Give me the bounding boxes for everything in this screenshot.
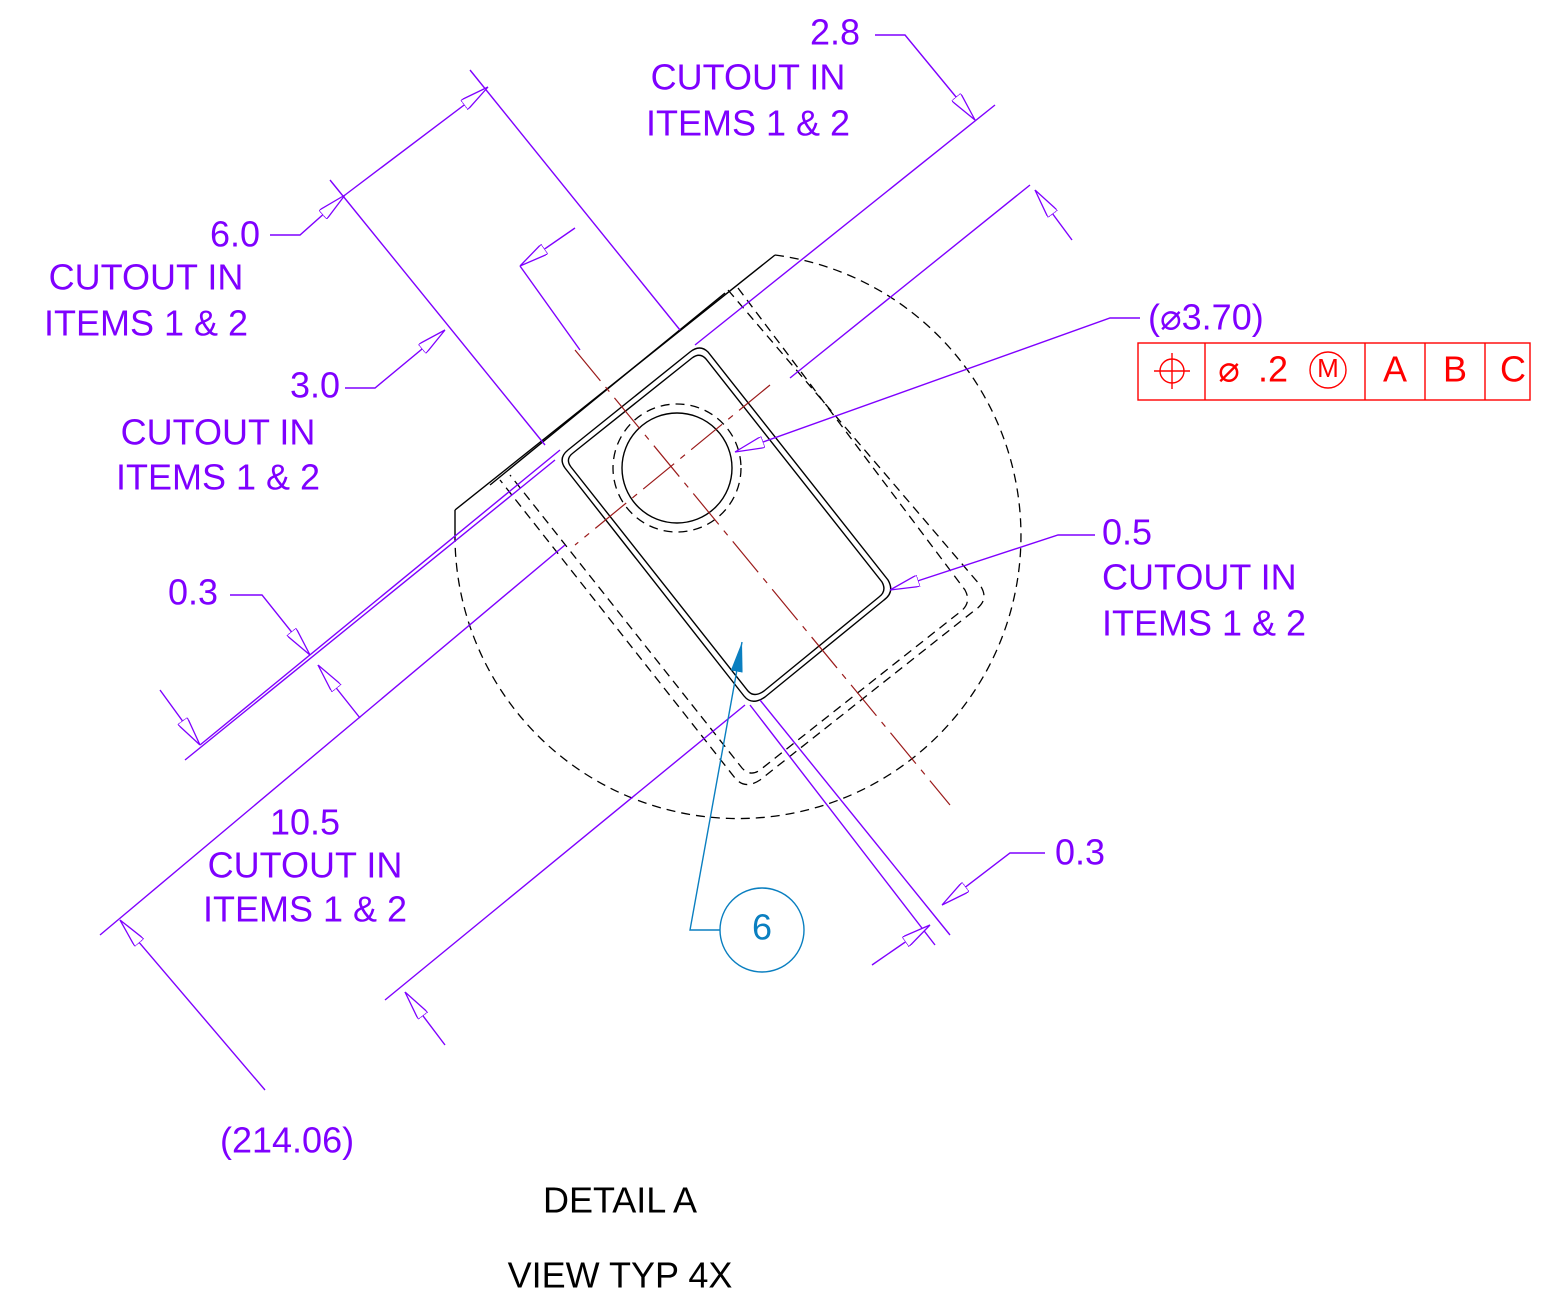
- dimension-text: ITEMS 1 & 2: [646, 103, 850, 144]
- dimension-text: 10.5: [270, 802, 340, 843]
- line: [942, 853, 1045, 905]
- page: {"dimensions": [ {"value": "2.8", "note"…: [0, 0, 1547, 1308]
- caption: DETAIL A VIEW TYP 4X: [508, 1180, 733, 1296]
- dimension-text: ITEMS 1 & 2: [203, 889, 407, 930]
- line: [510, 288, 968, 773]
- line: [735, 318, 1140, 452]
- caption-title: DETAIL A: [543, 1180, 697, 1221]
- line: [575, 350, 950, 805]
- line: [385, 705, 745, 1000]
- line: [318, 665, 360, 718]
- dimension-text: (214.06): [220, 1120, 354, 1161]
- dimension-text: 2.8: [810, 12, 860, 53]
- dimension-text: CUTOUT IN: [1102, 557, 1297, 598]
- dimension-text: CUTOUT IN: [49, 257, 244, 298]
- line: [160, 690, 200, 745]
- line: [520, 228, 575, 266]
- drawing: 6 ⌀ .2 M A B C 2.8 CUTOUT IN ITEMS 1 & 2…: [0, 0, 1547, 1308]
- line: [1035, 190, 1072, 240]
- line: [690, 642, 742, 930]
- dimension-text: 0.3: [168, 572, 218, 613]
- modifier: M: [1317, 353, 1339, 383]
- line: [872, 925, 930, 965]
- line: [185, 460, 555, 760]
- line: [790, 185, 1030, 378]
- line: [750, 705, 935, 945]
- line: [345, 87, 488, 195]
- datum: B: [1443, 349, 1467, 390]
- line: [500, 290, 984, 785]
- line: [120, 920, 265, 1090]
- caption-subtitle: VIEW TYP 4X: [508, 1255, 733, 1296]
- dimension-text: ITEMS 1 & 2: [44, 303, 248, 344]
- datum: A: [1383, 349, 1407, 390]
- balloon-number: 6: [752, 907, 772, 948]
- line: [270, 195, 345, 235]
- line: [568, 355, 883, 694]
- line: [520, 266, 580, 350]
- line: [455, 255, 1021, 819]
- line: [330, 180, 545, 445]
- line: [562, 348, 891, 701]
- dimension-texts: 2.8 CUTOUT IN ITEMS 1 & 2 6.0 CUTOUT IN …: [44, 12, 1306, 1161]
- feature-control-frame: ⌀ .2 M A B C: [1138, 343, 1530, 400]
- dimension-text: CUTOUT IN: [208, 845, 403, 886]
- balloon: 6: [690, 642, 804, 972]
- line: [760, 700, 950, 935]
- dimension-text: 3.0: [290, 365, 340, 406]
- dimension-text: 0.3: [1055, 832, 1105, 873]
- dimension-text: 6.0: [210, 214, 260, 255]
- dimension-text: (⌀3.70): [1148, 297, 1264, 338]
- dimension-text: CUTOUT IN: [651, 57, 846, 98]
- diameter-symbol: ⌀: [1218, 349, 1240, 390]
- dimension-text: CUTOUT IN: [121, 412, 316, 453]
- tolerance: .2: [1258, 349, 1288, 390]
- line: [890, 535, 1095, 590]
- datum: C: [1500, 349, 1526, 390]
- dimension-text: ITEMS 1 & 2: [116, 457, 320, 498]
- line: [875, 35, 975, 120]
- dimension-text: 0.5: [1102, 512, 1152, 553]
- part-geometry: [455, 255, 1021, 819]
- line: [405, 992, 445, 1045]
- line: [230, 595, 310, 655]
- line: [345, 330, 445, 388]
- line: [1154, 353, 1190, 389]
- dimension-lines: [100, 35, 1140, 1090]
- dimension-text: ITEMS 1 & 2: [1102, 603, 1306, 644]
- circle: [613, 404, 741, 532]
